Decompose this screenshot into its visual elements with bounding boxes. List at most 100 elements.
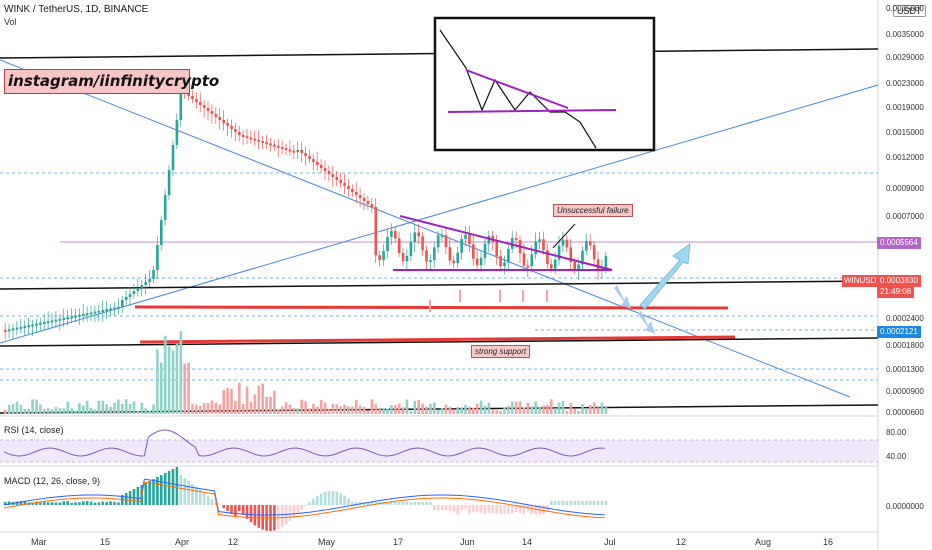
candle-body xyxy=(85,313,89,316)
candle-body xyxy=(425,250,428,262)
candle-body xyxy=(226,123,229,126)
macd-histogram-bar xyxy=(7,501,11,505)
projection-arrow-down xyxy=(614,285,631,309)
macd-histogram-bar xyxy=(499,505,502,515)
volume-bar xyxy=(136,410,140,414)
volume-bar xyxy=(121,403,124,414)
macd-histogram-bar xyxy=(257,505,261,528)
candle-body xyxy=(534,241,537,255)
macd-histogram-bar xyxy=(507,505,510,514)
volume-bar xyxy=(89,407,93,414)
macd-histogram-bar xyxy=(452,505,456,512)
volume-bar xyxy=(468,406,471,414)
volume-bar xyxy=(409,410,413,414)
candle-body xyxy=(343,183,346,186)
volume-bar xyxy=(245,386,249,414)
macd-histogram-bar xyxy=(600,501,604,505)
volume-bar xyxy=(335,404,339,414)
candle-body xyxy=(596,259,600,271)
macd-histogram-bar xyxy=(191,484,194,505)
macd-histogram-bar xyxy=(304,505,307,506)
macd-histogram-bar xyxy=(179,475,183,505)
macd-histogram-bar xyxy=(292,505,296,518)
volume-bar xyxy=(472,407,475,414)
volume-bar xyxy=(93,409,97,414)
rsi-band xyxy=(0,440,878,462)
candle-body xyxy=(401,252,405,262)
volume-bar xyxy=(261,383,264,414)
volume-bar xyxy=(316,406,319,414)
candle-body xyxy=(308,156,311,159)
volume-bar xyxy=(191,403,194,414)
volume-bar xyxy=(97,400,101,414)
candle-body xyxy=(577,264,580,271)
volume-bar xyxy=(11,403,15,414)
volume-bar xyxy=(46,408,50,414)
candle-body xyxy=(382,251,385,260)
macd-histogram-bar xyxy=(464,505,467,510)
candle-body xyxy=(230,126,233,129)
candle-body xyxy=(128,294,132,297)
volume-bar xyxy=(288,404,292,414)
macd-histogram-bar xyxy=(577,501,580,505)
volume-label: Vol xyxy=(4,17,17,27)
volume-bar xyxy=(452,409,456,414)
volume-bar xyxy=(113,402,116,414)
macd-histogram-bar xyxy=(468,505,471,515)
macd-histogram-bar xyxy=(565,501,569,505)
volume-bar xyxy=(206,402,210,414)
macd-histogram-bar xyxy=(15,501,19,505)
macd-histogram-bar xyxy=(156,477,159,505)
volume-bar xyxy=(62,408,66,414)
macd-histogram-bar xyxy=(238,505,241,511)
currency-button[interactable]: USDT xyxy=(893,5,926,17)
macd-histogram-bar xyxy=(261,505,264,530)
macd-histogram-bar xyxy=(58,502,62,505)
candle-body xyxy=(27,325,30,328)
current-price-tag: 0.0003830 xyxy=(877,275,921,287)
volume-bar xyxy=(339,406,342,414)
macd-histogram-bar xyxy=(596,501,600,505)
candle-body xyxy=(163,195,167,220)
volume-bar xyxy=(19,405,23,414)
volume-bar xyxy=(183,363,186,414)
volume-bar xyxy=(436,409,440,414)
volume-bar xyxy=(85,400,89,414)
time-axis-label: Aug xyxy=(755,537,772,547)
volume-bar xyxy=(394,405,397,414)
volume-bar xyxy=(167,346,171,414)
price-axis-label: 0.0019000 xyxy=(886,103,924,112)
candle-body xyxy=(234,129,237,132)
macd-histogram-bar xyxy=(444,505,448,511)
candle-body xyxy=(261,141,264,143)
candle-body xyxy=(440,235,444,238)
candle-body xyxy=(54,319,58,322)
candle-body xyxy=(472,244,475,259)
macd-zero-label: 0.0000000 xyxy=(886,502,924,511)
macd-histogram-bar xyxy=(105,501,108,505)
volume-bar xyxy=(327,409,331,414)
candle-body xyxy=(405,255,409,262)
macd-histogram-bar xyxy=(74,502,77,505)
volume-bar xyxy=(483,405,487,414)
price-axis-label: 0.0015000 xyxy=(886,128,924,137)
diagram-lower-line xyxy=(447,109,617,113)
candle-body xyxy=(121,300,124,307)
descending-trendline xyxy=(0,59,851,398)
candle-body xyxy=(483,243,487,258)
macd-histogram-bar xyxy=(366,502,370,505)
volume-bar xyxy=(511,401,514,414)
time-axis-label: 16 xyxy=(823,537,834,547)
macd-histogram-bar xyxy=(530,505,534,514)
candle-body xyxy=(175,120,179,145)
candle-body xyxy=(249,137,253,140)
candle-body xyxy=(460,239,463,253)
macd-histogram-bar xyxy=(479,505,483,513)
projection-arrow-up xyxy=(639,243,691,310)
candle-body xyxy=(355,192,358,195)
macd-histogram-bar xyxy=(167,471,171,505)
macd-histogram-bar xyxy=(483,505,487,515)
candle-body xyxy=(448,247,452,261)
macd-histogram-bar xyxy=(347,498,350,505)
